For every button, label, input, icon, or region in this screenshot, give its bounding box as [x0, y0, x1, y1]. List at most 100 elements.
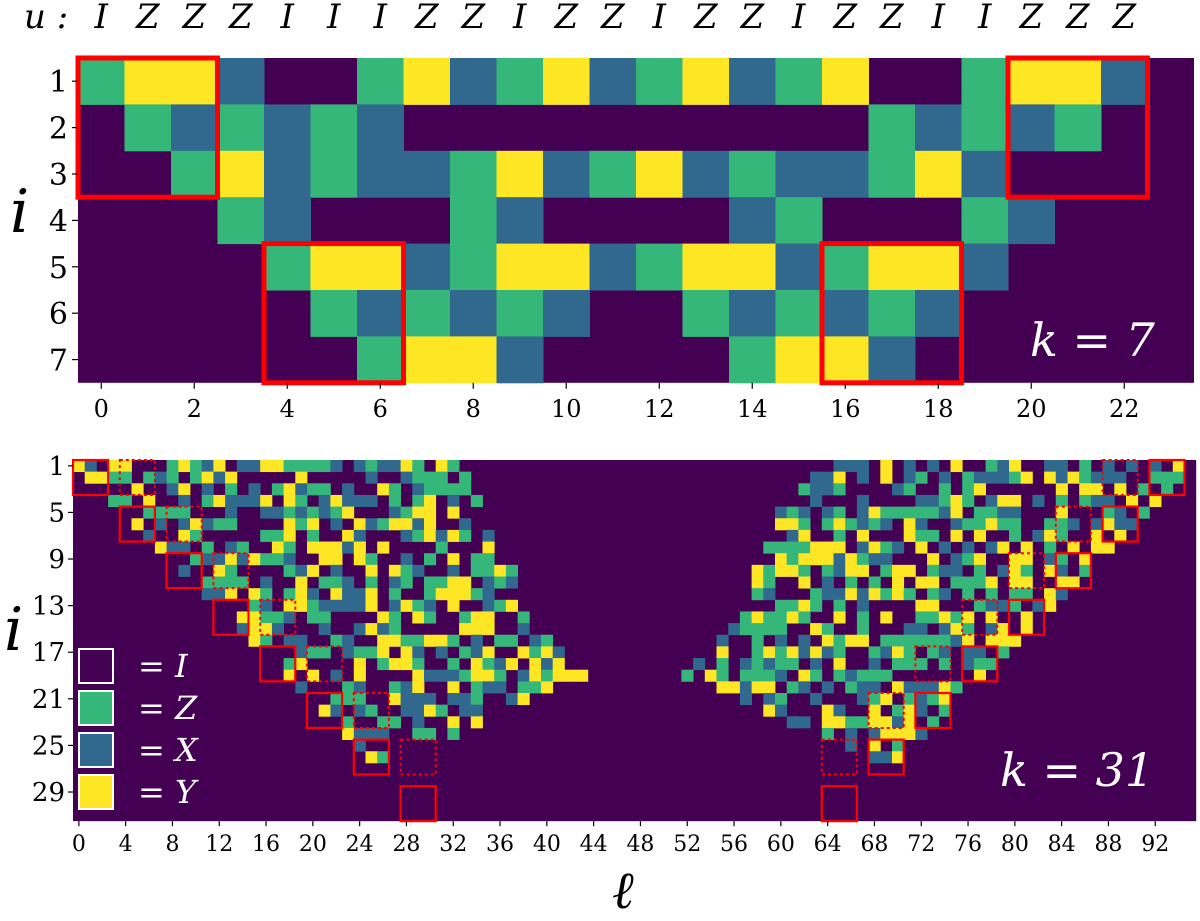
- top-cell: [403, 150, 451, 198]
- bottom-cell: [330, 460, 343, 473]
- bottom-cell: [470, 693, 483, 706]
- bottom-cell: [973, 564, 986, 577]
- bottom-cell: [739, 669, 752, 682]
- bottom-cell: [1044, 518, 1057, 531]
- bottom-cell: [1009, 460, 1022, 473]
- bottom-cell: [307, 541, 320, 554]
- bottom-cell: [201, 483, 214, 496]
- bottom-solid-box: [961, 645, 999, 683]
- bottom-cell: [1079, 460, 1092, 473]
- bottom-cell: [400, 704, 413, 717]
- bottom-cell: [1020, 611, 1033, 624]
- bottom-cell: [213, 564, 226, 577]
- bottom-cell: [307, 518, 320, 531]
- bottom-solid-box: [118, 505, 157, 543]
- bottom-cell: [821, 704, 834, 717]
- bottom-cell: [225, 553, 238, 566]
- bottom-cell: [330, 553, 343, 566]
- bottom-cell: [751, 588, 764, 601]
- bottom-cell: [470, 611, 483, 624]
- bottom-cell: [751, 646, 764, 659]
- bottom-cell: [505, 599, 518, 612]
- bottom-cell: [997, 506, 1010, 519]
- bottom-cell: [915, 634, 928, 647]
- bottom-cell: [985, 634, 998, 647]
- bottom-cell: [810, 588, 823, 601]
- bottom-cell: [786, 716, 799, 729]
- bottom-cell: [892, 751, 905, 764]
- top-cell: [1054, 58, 1102, 105]
- u-header-symbol: Z: [228, 0, 254, 37]
- bottom-cell: [307, 483, 320, 496]
- bottom-cell: [1009, 588, 1022, 601]
- bottom-cell: [868, 518, 881, 531]
- top-cell: [868, 336, 916, 384]
- bottom-cell: [424, 483, 437, 496]
- bottom-dotted-box: [867, 692, 905, 729]
- bottom-cell: [307, 588, 320, 601]
- bottom-cell: [505, 634, 518, 647]
- bottom-cell: [201, 471, 214, 484]
- bottom-cell: [353, 669, 366, 682]
- bottom-cell: [868, 506, 881, 519]
- bottom-cell: [260, 506, 273, 519]
- bottom-cell: [1009, 506, 1022, 519]
- bottom-cell: [283, 506, 296, 519]
- bottom-cell: [1067, 541, 1080, 554]
- bottom-cell: [529, 669, 542, 682]
- bottom-cell: [84, 460, 97, 473]
- bottom-cell: [213, 553, 226, 566]
- u-header-symbol: I: [977, 0, 992, 37]
- bottom-cell: [962, 483, 975, 496]
- bottom-cell: [435, 576, 448, 589]
- bottom-cell: [73, 460, 86, 473]
- bottom-solid-box: [165, 552, 203, 590]
- bottom-cell: [716, 681, 729, 694]
- bottom-cell: [856, 518, 869, 531]
- bottom-cell: [388, 623, 401, 636]
- bottom-cell: [260, 494, 273, 507]
- bottom-cell: [892, 564, 905, 577]
- top-cell: [450, 243, 497, 291]
- bottom-cell: [716, 669, 729, 682]
- bottom-cell: [424, 693, 437, 706]
- u-header-symbol: I: [931, 0, 946, 37]
- bottom-cell: [225, 483, 238, 496]
- bottom-cell: [190, 518, 203, 531]
- bottom-cell: [482, 576, 495, 589]
- bottom-cell: [775, 634, 788, 647]
- bottom-cell: [962, 553, 975, 566]
- bottom-cell: [447, 658, 460, 671]
- bottom-cell: [950, 611, 963, 624]
- bottom-cell: [201, 588, 214, 601]
- bottom-cell: [307, 564, 320, 577]
- bottom-cell: [248, 588, 261, 601]
- top-cell: [775, 243, 823, 291]
- bottom-cell: [833, 634, 846, 647]
- bottom-cell: [903, 460, 916, 473]
- bottom-cell: [1172, 460, 1185, 473]
- bottom-cell: [892, 704, 905, 717]
- top-cell: [264, 150, 311, 198]
- bottom-cell: [856, 681, 869, 694]
- bottom-cell: [190, 460, 203, 473]
- bottom-cell: [1126, 494, 1139, 507]
- bottom-cell: [435, 460, 448, 473]
- bottom-cell: [131, 518, 144, 531]
- top-x-tick-label: 0: [94, 395, 109, 423]
- bottom-cell: [833, 588, 846, 601]
- bottom-cell: [798, 646, 811, 659]
- bottom-cell: [307, 529, 320, 542]
- bottom-cell: [1114, 483, 1127, 496]
- bottom-cell: [728, 623, 741, 636]
- bottom-cell: [1055, 471, 1068, 484]
- bottom-cell: [1020, 588, 1033, 601]
- bottom-cell: [868, 646, 881, 659]
- bottom-cell: [295, 576, 308, 589]
- bottom-cell: [517, 646, 530, 659]
- bottom-cell: [166, 483, 179, 496]
- bottom-cell: [295, 518, 308, 531]
- top-cell: [403, 58, 451, 105]
- bottom-cell: [342, 693, 355, 706]
